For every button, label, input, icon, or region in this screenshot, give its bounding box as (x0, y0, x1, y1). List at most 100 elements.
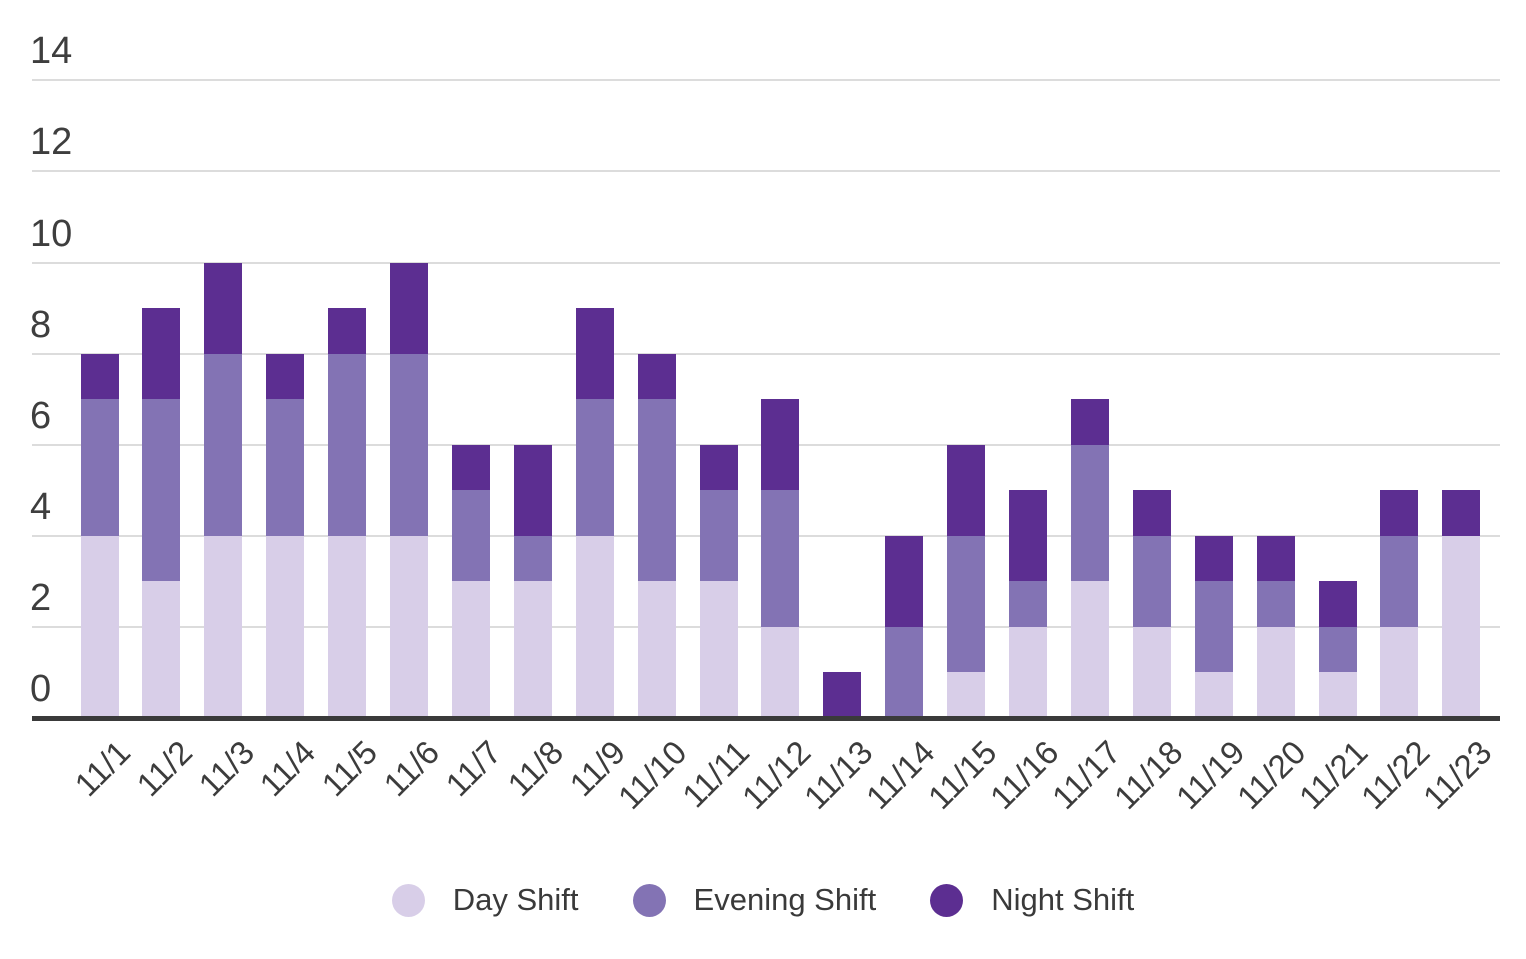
x-axis-tick-label: 11/10 (611, 733, 695, 817)
x-axis-tick-label: 11/19 (1168, 733, 1252, 817)
bar-segment-night-shift (575, 308, 614, 400)
bar-segment-day-shift (575, 535, 614, 718)
bar-segment-night-shift (390, 262, 428, 354)
bar-segment-evening-shift (266, 399, 305, 536)
x-axis-tick-label: 11/5 (314, 733, 385, 804)
bar-segment-night-shift (761, 399, 800, 491)
bar-segment-day-shift (1318, 672, 1357, 718)
gridline (32, 170, 1500, 173)
bar-segment-night-shift (1194, 535, 1233, 582)
bar-segment-day-shift (699, 581, 738, 718)
bar-segment-day-shift (947, 672, 986, 718)
legend-color-swatch (930, 883, 964, 917)
bar-segment-evening-shift (637, 399, 676, 582)
y-axis-tick-label: 14 (30, 30, 73, 73)
bar-segment-day-shift (80, 535, 119, 718)
bar-segment-day-shift (1380, 626, 1419, 718)
gridline (32, 261, 1500, 264)
bar-segment-night-shift (1318, 581, 1357, 627)
bar-segment-night-shift (823, 672, 862, 718)
bar-segment-night-shift (266, 353, 305, 400)
bar-segment-evening-shift (761, 490, 800, 627)
y-axis-tick-label: 12 (30, 121, 73, 164)
bar-segment-evening-shift (513, 535, 552, 582)
x-axis-tick-label: 11/1 (67, 733, 137, 804)
bar-segment-evening-shift (142, 399, 181, 582)
chart-legend: Day Shift Evening Shift Night Shift (0, 882, 1526, 918)
bar-segment-evening-shift (1318, 626, 1357, 673)
bar-segment-night-shift (947, 444, 986, 536)
x-axis-tick-label: 11/13 (796, 733, 880, 817)
x-axis-tick-label: 11/14 (858, 733, 942, 817)
bar-segment-evening-shift (328, 353, 367, 536)
x-axis-tick-label: 11/7 (438, 733, 509, 804)
y-axis-tick-label: 4 (30, 485, 52, 528)
bar-segment-night-shift (204, 262, 243, 354)
bar-segment-night-shift (699, 444, 738, 491)
x-axis-tick-label: 11/8 (500, 733, 571, 804)
bar-segment-night-shift (451, 444, 490, 491)
legend-label: Evening Shift (693, 882, 877, 917)
bar-segment-evening-shift (947, 535, 986, 673)
bar-segment-day-shift (1442, 535, 1481, 718)
bar-segment-evening-shift (1132, 535, 1171, 627)
bar-segment-day-shift (513, 581, 552, 718)
x-axis-tick-label: 11/22 (1354, 733, 1437, 817)
x-axis-tick-label: 11/2 (129, 733, 199, 804)
x-axis-tick-label: 11/20 (1230, 733, 1314, 817)
bar-segment-night-shift (885, 535, 924, 627)
bar-segment-day-shift (390, 535, 428, 718)
bar-segment-evening-shift (204, 353, 243, 536)
legend-item-evening-shift: Evening Shift (632, 882, 877, 918)
gridline (32, 79, 1500, 82)
bar-segment-day-shift (451, 581, 490, 718)
x-axis-tick-label: 11/17 (1044, 733, 1128, 817)
bar-segment-day-shift (328, 535, 367, 718)
bar-segment-night-shift (80, 353, 119, 400)
bar-segment-night-shift (1009, 490, 1047, 582)
bar-segment-evening-shift (451, 490, 490, 582)
bar-segment-evening-shift (80, 399, 119, 536)
x-axis-tick-label: 11/6 (376, 733, 447, 804)
x-axis-tick-label: 11/3 (190, 733, 261, 804)
legend-color-swatch (391, 883, 425, 917)
x-axis-tick-label: 11/21 (1292, 733, 1375, 817)
bar-segment-day-shift (1256, 626, 1295, 718)
x-axis-tick-label: 11/12 (735, 733, 818, 817)
x-axis-tick-label: 11/18 (1106, 733, 1190, 817)
bar-segment-night-shift (1380, 490, 1419, 536)
bar-segment-evening-shift (1256, 581, 1295, 627)
bar-segment-evening-shift (1380, 535, 1419, 627)
x-axis-tick-label: 11/23 (1415, 733, 1499, 817)
bar-segment-night-shift (1132, 490, 1171, 536)
legend-label: Night Shift (991, 882, 1135, 917)
bar-segment-night-shift (328, 308, 367, 354)
y-axis-tick-label: 0 (30, 668, 52, 710)
bar-segment-night-shift (142, 308, 181, 400)
y-axis-tick-label: 6 (30, 394, 52, 437)
bar-segment-day-shift (204, 535, 243, 718)
x-axis-tick-label: 11/16 (982, 733, 1066, 817)
bar-segment-day-shift (142, 581, 181, 718)
legend-label: Day Shift (452, 882, 579, 917)
x-axis-tick-label: 11/4 (252, 733, 323, 804)
bar-segment-evening-shift (390, 353, 428, 536)
y-axis-tick-label: 8 (30, 303, 52, 346)
bar-segment-night-shift (1070, 399, 1109, 445)
bar-segment-night-shift (513, 444, 552, 536)
bar-segment-day-shift (1009, 626, 1047, 718)
bar-segment-day-shift (266, 535, 305, 718)
gridline (32, 352, 1500, 355)
x-axis-line (32, 716, 1500, 721)
bar-segment-day-shift (1070, 581, 1109, 718)
bar-segment-evening-shift (699, 490, 738, 582)
legend-item-day-shift: Day Shift (391, 882, 579, 918)
bar-segment-day-shift (637, 581, 676, 718)
legend-item-night-shift: Night Shift (930, 882, 1134, 918)
bar-segment-day-shift (1194, 672, 1233, 718)
bar-segment-evening-shift (1194, 581, 1233, 673)
bar-segment-night-shift (1442, 490, 1481, 536)
bar-segment-night-shift (637, 353, 676, 400)
y-axis-tick-label: 2 (30, 576, 52, 619)
